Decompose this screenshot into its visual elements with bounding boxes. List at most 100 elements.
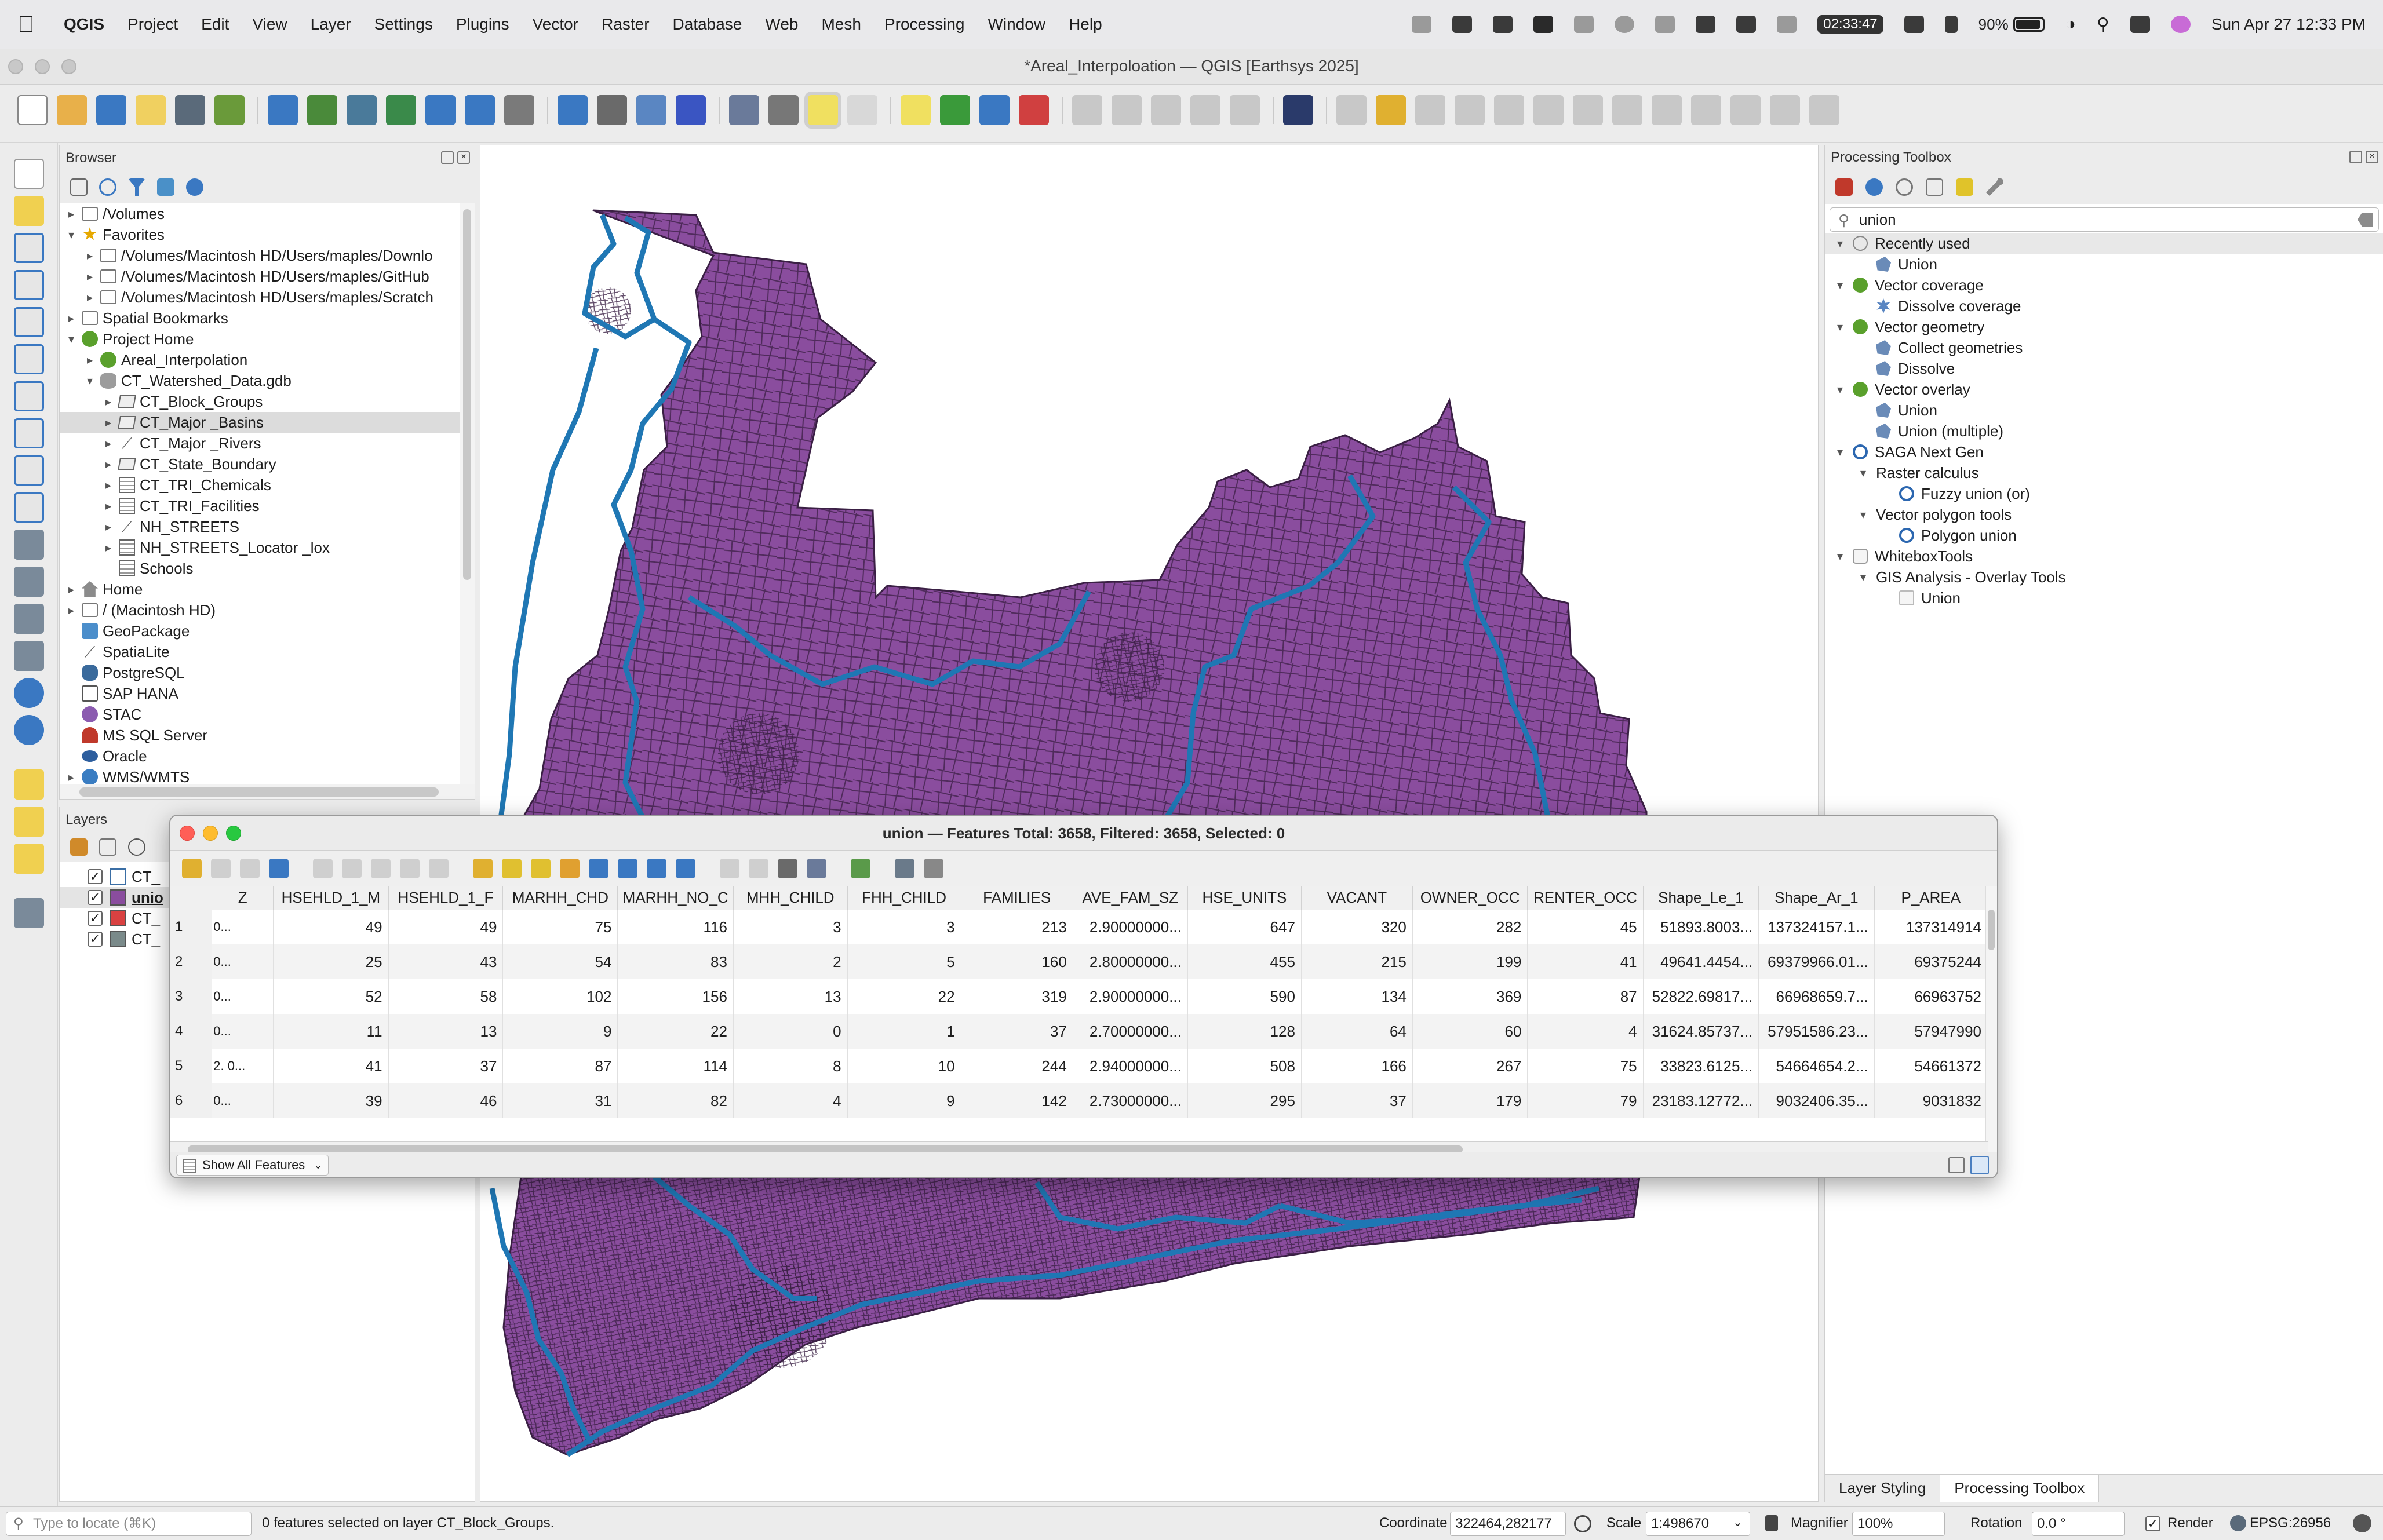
- table-cell[interactable]: 5: [847, 944, 961, 979]
- results-viewer-icon[interactable]: [1926, 178, 1943, 196]
- table-cell[interactable]: 0: [733, 1014, 848, 1049]
- column-header-owner_occ[interactable]: OWNER_OCC: [1412, 886, 1528, 910]
- redo-icon[interactable]: [1809, 95, 1839, 125]
- table-cell[interactable]: 52: [273, 979, 389, 1014]
- table-cell[interactable]: 282: [1412, 910, 1528, 944]
- menu-app[interactable]: QGIS: [64, 15, 105, 33]
- collapse-all-icon[interactable]: [157, 178, 174, 196]
- toolbox-item[interactable]: ▾ WhiteboxTools: [1825, 546, 2383, 567]
- layer-visibility-checkbox[interactable]: ✓: [88, 932, 103, 947]
- toolbox-item[interactable]: Collect geometries: [1825, 337, 2383, 358]
- show-hide-labels-icon[interactable]: [1190, 95, 1220, 125]
- menu-raster[interactable]: Raster: [602, 15, 650, 33]
- collapsed-arrow-icon[interactable]: ▸: [68, 771, 75, 784]
- table-cell[interactable]: 57951586.23...: [1758, 1014, 1875, 1049]
- digitize-line-icon[interactable]: [1455, 95, 1485, 125]
- new-map-view-icon[interactable]: [14, 530, 44, 560]
- manage-visibility-icon[interactable]: [128, 838, 145, 856]
- pin-labels-icon[interactable]: [1230, 95, 1260, 125]
- toolbox-item[interactable]: ▾ SAGA Next Gen: [1825, 441, 2383, 462]
- toolbox-item[interactable]: ▾ Vector geometry: [1825, 316, 2383, 337]
- layer-styling-icon[interactable]: [70, 838, 88, 856]
- column-header-shape_ar_1[interactable]: Shape_Ar_1: [1758, 886, 1875, 910]
- copy-icon[interactable]: [400, 859, 420, 878]
- layer-visibility-checkbox[interactable]: ✓: [88, 890, 103, 905]
- column-header-hsehld_1_f[interactable]: HSEHLD_1_F: [388, 886, 504, 910]
- table-row[interactable]: 3 0... 52 58 102 156 13 22 319 2.90000000... 590 13…: [170, 979, 1988, 1014]
- browser-horizontal-scrollbar[interactable]: [60, 784, 475, 799]
- data-source-manager-icon[interactable]: [268, 95, 298, 125]
- table-cell[interactable]: 590: [1187, 979, 1302, 1014]
- mute-icon[interactable]: [1904, 16, 1924, 33]
- vertex-tool-icon[interactable]: [1533, 95, 1564, 125]
- browser-item[interactable]: STAC: [60, 704, 475, 725]
- add-selected-layers-icon[interactable]: [70, 178, 88, 196]
- row-number[interactable]: 6: [170, 1083, 213, 1118]
- dock-icon[interactable]: [924, 859, 943, 878]
- close-panel-icon[interactable]: ×: [2366, 151, 2378, 163]
- pencil-icon[interactable]: [1376, 95, 1406, 125]
- table-cell[interactable]: 4: [733, 1083, 848, 1118]
- table-cell[interactable]: 64: [1301, 1014, 1413, 1049]
- menu-view[interactable]: View: [252, 15, 287, 33]
- table-cell[interactable]: 369: [1412, 979, 1528, 1014]
- table-cell[interactable]: 8: [733, 1049, 848, 1083]
- layer-visibility-checkbox[interactable]: ✓: [88, 911, 103, 926]
- clear-search-icon[interactable]: [2358, 213, 2373, 227]
- clock-datetime[interactable]: Sun Apr 27 12:33 PM: [2211, 15, 2366, 33]
- major-basins-outlines[interactable]: [489, 214, 1600, 1457]
- conditional-formatting-icon[interactable]: [851, 859, 870, 878]
- label-rule-icon[interactable]: [979, 95, 1010, 125]
- browser-item[interactable]: ▸ CT_TRI_Chemicals: [60, 475, 475, 495]
- wifi-icon[interactable]: ◑: [2065, 14, 2076, 34]
- browser-item[interactable]: GeoPackage: [60, 621, 475, 641]
- layer-symbol-swatch[interactable]: [110, 868, 126, 885]
- browser-item[interactable]: PostgreSQL: [60, 662, 475, 683]
- attr-vertical-scrollbar[interactable]: [1985, 886, 1997, 1141]
- select-by-expression-icon[interactable]: [473, 859, 493, 878]
- toolbox-search-input[interactable]: ⚲ union: [1830, 207, 2379, 232]
- form-view-icon[interactable]: [1948, 1157, 1965, 1173]
- cut-icon[interactable]: [371, 859, 391, 878]
- pdf-icon[interactable]: [1493, 16, 1513, 33]
- table-cell[interactable]: 37: [1301, 1083, 1413, 1118]
- new-bookmark-icon[interactable]: [14, 604, 44, 634]
- table-cell[interactable]: 2.90000000...: [1073, 910, 1188, 944]
- collapsed-arrow-icon[interactable]: ▸: [105, 437, 112, 450]
- modify-attributes-icon[interactable]: [1573, 95, 1603, 125]
- lock-scale-icon[interactable]: [1765, 1515, 1778, 1531]
- table-row[interactable]: 1 0... 49 49 75 116 3 3 213 2.90000000... 647 320 28…: [170, 910, 1988, 944]
- digitize-icon[interactable]: [386, 95, 416, 125]
- dropbox-icon[interactable]: [1533, 16, 1554, 33]
- new-geopackage-layer-icon[interactable]: [307, 95, 337, 125]
- rotate-label-icon[interactable]: [1112, 95, 1142, 125]
- scale-dropdown-icon[interactable]: ⌄: [1733, 1516, 1743, 1529]
- layer-visibility-checkbox[interactable]: ✓: [88, 869, 103, 884]
- collapsed-arrow-icon[interactable]: ▸: [105, 479, 112, 492]
- table-cell[interactable]: 9031832: [1874, 1083, 1988, 1118]
- table-cell[interactable]: 2: [733, 944, 848, 979]
- coordinate-field[interactable]: 322464,282177: [1450, 1512, 1566, 1536]
- expanded-arrow-icon[interactable]: ▾: [1837, 237, 1843, 250]
- layer-item[interactable]: ✓ CT_: [60, 929, 475, 950]
- float-panel-icon[interactable]: [2349, 151, 2362, 163]
- table-cell[interactable]: 142: [961, 1083, 1073, 1118]
- delete-selected-icon[interactable]: [1612, 95, 1642, 125]
- show-all-features-dropdown[interactable]: Show All Features ⌄: [176, 1155, 329, 1176]
- deselect-icon[interactable]: [560, 859, 580, 878]
- attr-zoom-button[interactable]: [226, 826, 241, 841]
- table-cell[interactable]: 156: [617, 979, 734, 1014]
- multi-edit-icon[interactable]: [211, 859, 231, 878]
- select-by-area-icon[interactable]: [14, 769, 44, 800]
- new-shapefile-layer-icon[interactable]: [347, 95, 377, 125]
- actions-icon[interactable]: [895, 859, 914, 878]
- zoom-to-selection-icon[interactable]: [14, 344, 44, 374]
- window-close-button[interactable]: [8, 59, 23, 74]
- zoom-last-icon[interactable]: [14, 455, 44, 486]
- timer-display[interactable]: 02:33:47: [1817, 15, 1883, 34]
- column-header-fhh_child[interactable]: FHH_CHILD: [847, 886, 961, 910]
- column-header-mhh_child[interactable]: MHH_CHILD: [733, 886, 848, 910]
- table-row[interactable]: 4 0... 11 13 9 22 0 1 37 2.70000000... 128 64 60 4 316…: [170, 1014, 1988, 1049]
- expanded-arrow-icon[interactable]: ▾: [1837, 279, 1843, 292]
- pan-to-selection-icon[interactable]: [14, 196, 44, 226]
